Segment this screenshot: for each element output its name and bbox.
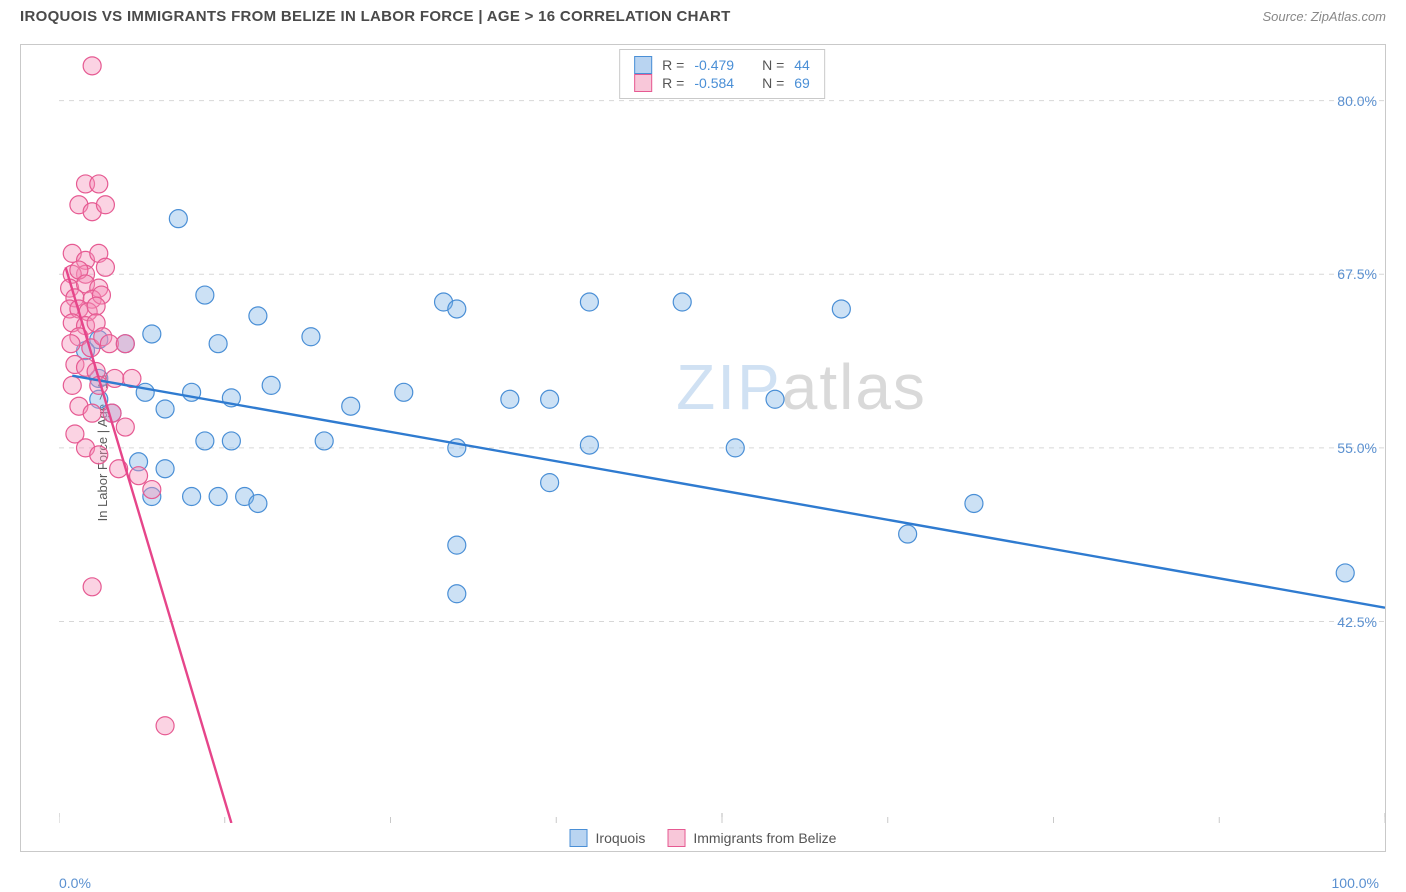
y-tick-label: 80.0%: [1337, 93, 1377, 109]
legend-row-0: R = -0.479 N = 44: [634, 56, 810, 74]
chart-header: IROQUOIS VS IMMIGRANTS FROM BELIZE IN LA…: [0, 0, 1406, 29]
n-value: 69: [794, 75, 810, 91]
legend-row-1: R = -0.584 N = 69: [634, 74, 810, 92]
x-min-label: 0.0%: [59, 875, 91, 891]
r-value: -0.584: [694, 75, 734, 91]
swatch-icon: [634, 56, 652, 74]
y-tick-label: 55.0%: [1337, 440, 1377, 456]
swatch-icon: [570, 829, 588, 847]
swatch-icon: [634, 74, 652, 92]
r-label: R =: [662, 75, 684, 91]
chart-title: IROQUOIS VS IMMIGRANTS FROM BELIZE IN LA…: [20, 8, 731, 25]
y-tick-label: 67.5%: [1337, 266, 1377, 282]
legend-item-1: Immigrants from Belize: [667, 829, 836, 847]
series-legend: Iroquois Immigrants from Belize: [570, 829, 837, 847]
n-label: N =: [762, 57, 784, 73]
correlation-legend: R = -0.479 N = 44 R = -0.584 N = 69: [619, 49, 825, 99]
r-value: -0.479: [694, 57, 734, 73]
scatter-plot: [59, 45, 1385, 823]
legend-label: Iroquois: [596, 830, 646, 846]
swatch-icon: [667, 829, 685, 847]
x-max-label: 100.0%: [1332, 875, 1379, 891]
y-tick-label: 42.5%: [1337, 614, 1377, 630]
legend-label: Immigrants from Belize: [693, 830, 836, 846]
plot-area: ZIPatlas R = -0.479 N = 44 R = -0.584 N …: [59, 45, 1385, 823]
n-value: 44: [794, 57, 810, 73]
legend-item-0: Iroquois: [570, 829, 646, 847]
n-label: N =: [762, 75, 784, 91]
chart-container: In Labor Force | Age > 16 ZIPatlas R = -…: [20, 44, 1386, 852]
r-label: R =: [662, 57, 684, 73]
chart-source: Source: ZipAtlas.com: [1262, 9, 1386, 24]
